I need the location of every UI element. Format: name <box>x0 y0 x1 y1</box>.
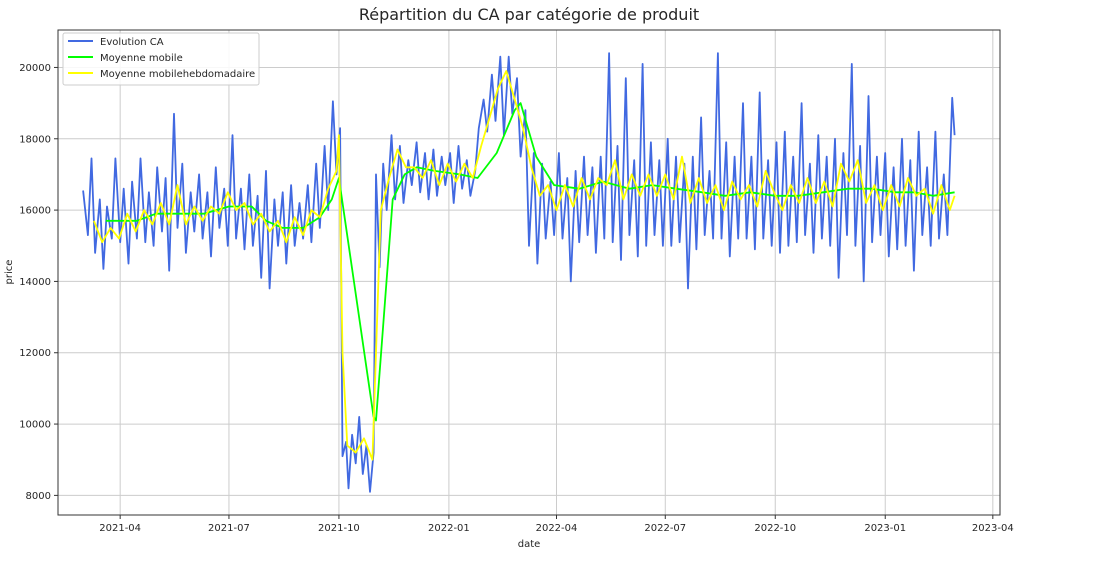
x-tick-label: 2022-01 <box>428 523 470 534</box>
x-tick-label: 2022-07 <box>644 523 686 534</box>
legend-label-moyenne-mobile: Moyenne mobile <box>100 53 183 64</box>
y-tick-label: 18000 <box>19 134 51 145</box>
y-tick-label: 10000 <box>19 420 51 431</box>
x-axis-label: date <box>518 539 541 550</box>
legend: Evolution CA Moyenne mobile Moyenne mobi… <box>62 32 260 86</box>
y-tick-label: 20000 <box>19 63 51 74</box>
x-tick-label: 2022-10 <box>754 523 796 534</box>
x-tick-label: 2023-04 <box>972 523 1014 534</box>
axes: 2021-04 2021-07 2021-10 2022-01 2022-04 2022-… <box>19 63 1014 534</box>
y-tick-label: 12000 <box>19 348 51 359</box>
series-line-moyenne-hebdo <box>93 70 956 461</box>
plot-frame <box>57 29 1001 516</box>
x-tick-label: 2021-07 <box>208 523 250 534</box>
legend-box <box>62 32 260 86</box>
y-axis-label: price <box>4 260 15 285</box>
series-line-moyenne-mobile <box>105 102 955 422</box>
legend-label-moyenne-hebdo: Moyenne mobilehebdomadaire <box>100 69 255 80</box>
x-tick-label: 2021-04 <box>99 523 141 534</box>
x-tick-label: 2023-01 <box>864 523 906 534</box>
grid <box>58 30 1000 515</box>
y-tick-label: 16000 <box>19 206 51 217</box>
y-tick-label: 14000 <box>19 277 51 288</box>
x-tick-label: 2022-04 <box>536 523 578 534</box>
x-tick-label: 2021-10 <box>318 523 360 534</box>
y-tick-label: 8000 <box>26 491 51 502</box>
legend-label-evolution-ca: Evolution CA <box>100 37 164 48</box>
chart-title: Répartition du CA par catégorie de produ… <box>359 5 699 24</box>
series-layer <box>82 52 956 493</box>
